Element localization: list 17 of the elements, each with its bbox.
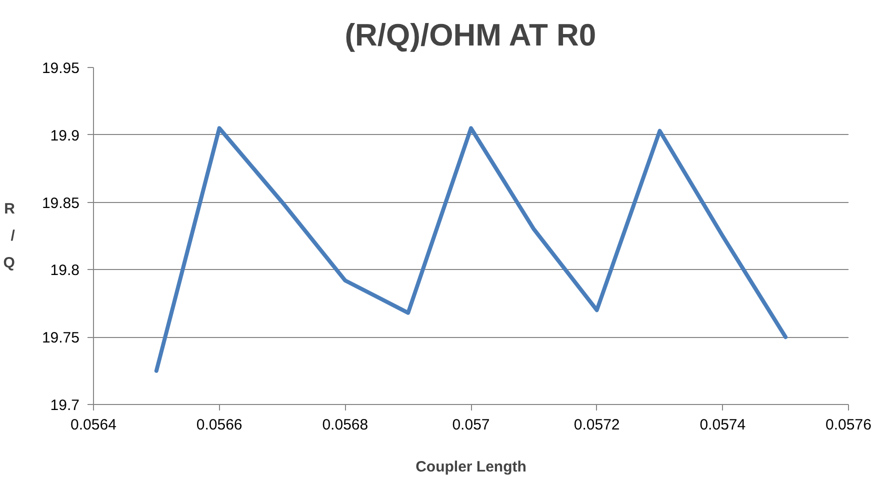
x-tick-label: 0.0564 <box>70 416 116 434</box>
x-axis-title: Coupler Length <box>416 458 526 476</box>
x-tick-label: 0.0568 <box>322 416 368 434</box>
x-tick-label: 0.0572 <box>574 416 620 434</box>
y-tick-label: 19.9 <box>50 127 80 144</box>
x-tick-label: 0.057 <box>452 416 490 434</box>
y-tick-label: 19.95 <box>42 60 80 77</box>
line-series <box>154 126 788 373</box>
y-axis-title: R/Q <box>3 200 16 272</box>
chart-title: (R/Q)/OHM AT R0 <box>344 18 596 52</box>
x-tick-label: 0.0574 <box>700 416 746 434</box>
y-tick-label: 19.85 <box>42 194 80 212</box>
x-tick-label: 0.0566 <box>196 416 242 434</box>
y-tick-label: 19.75 <box>42 330 80 347</box>
x-tick-label: 0.0576 <box>826 416 872 434</box>
y-tick-label: 19.7 <box>50 397 80 414</box>
y-tick-label: 19.8 <box>50 262 80 280</box>
